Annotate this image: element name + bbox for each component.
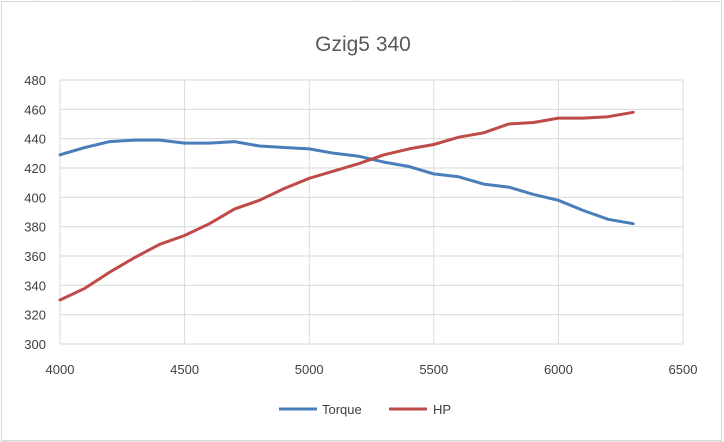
chart-title: Gzig5 340 bbox=[315, 33, 411, 56]
legend-item-hp[interactable]: HP bbox=[389, 402, 451, 417]
x-tick-label: 4000 bbox=[46, 362, 75, 377]
x-tick-label: 5000 bbox=[295, 362, 324, 377]
legend-label: Torque bbox=[322, 402, 362, 417]
series-line-hp[interactable] bbox=[58, 110, 635, 302]
legend-item-torque[interactable]: Torque bbox=[279, 402, 362, 417]
x-tick-label: 6000 bbox=[544, 362, 573, 377]
gridlines bbox=[59, 79, 684, 345]
y-tick-label: 340 bbox=[24, 278, 46, 293]
y-tick-label: 360 bbox=[24, 249, 46, 264]
y-tick-label: 380 bbox=[24, 220, 46, 235]
y-tick-label: 420 bbox=[24, 161, 46, 176]
x-tick-label: 6500 bbox=[669, 362, 698, 377]
y-tick-label: 320 bbox=[24, 308, 46, 323]
y-axis: 300 320 340 360 380 400 420 440 460 480 bbox=[24, 73, 46, 352]
legend-label: HP bbox=[433, 402, 451, 417]
y-tick-label: 440 bbox=[24, 132, 46, 147]
y-tick-label: 400 bbox=[24, 190, 46, 205]
x-tick-label: 4500 bbox=[170, 362, 199, 377]
legend[interactable]: Torque HP bbox=[279, 402, 451, 417]
x-tick-label: 5500 bbox=[419, 362, 448, 377]
y-tick-label: 300 bbox=[24, 337, 46, 352]
x-axis: 4000 4500 5000 5500 6000 6500 bbox=[46, 362, 698, 377]
series-group bbox=[58, 110, 635, 302]
y-tick-label: 480 bbox=[24, 73, 46, 88]
series-line-torque[interactable] bbox=[58, 138, 635, 226]
y-tick-label: 460 bbox=[24, 102, 46, 117]
